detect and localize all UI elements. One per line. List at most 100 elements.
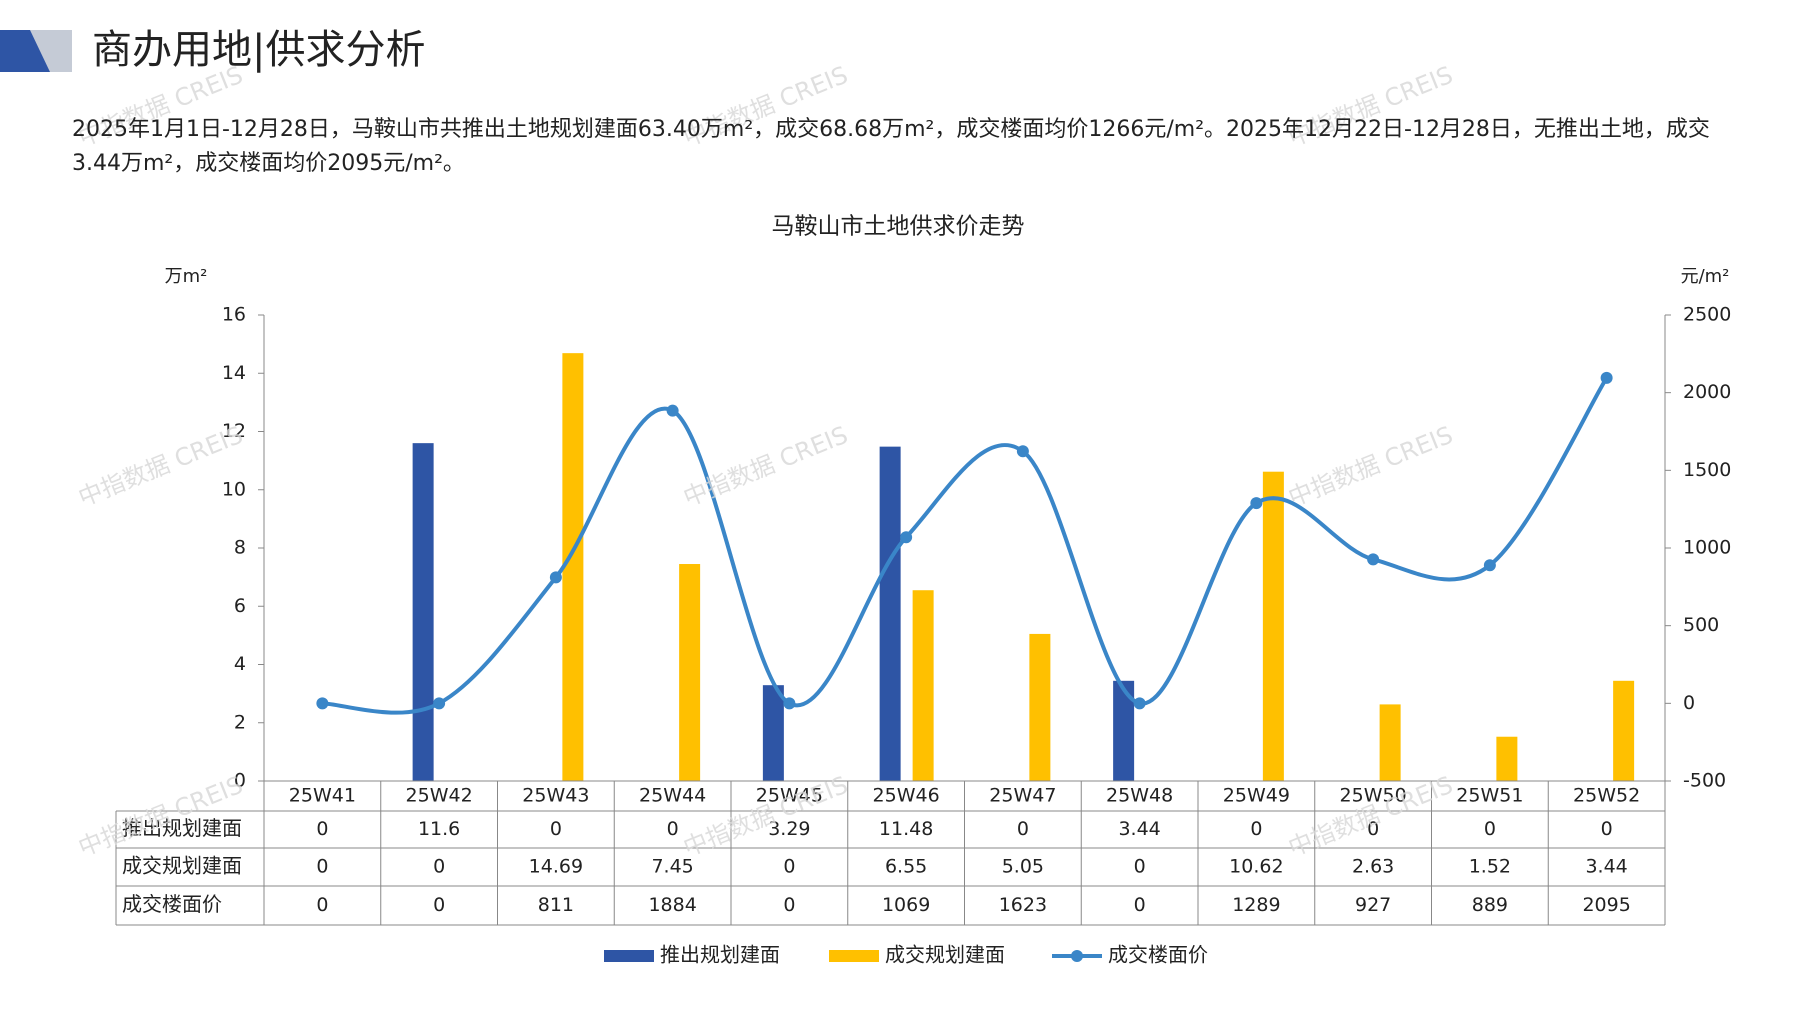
- legend-marker: [1071, 950, 1083, 962]
- table-cell: 1069: [882, 894, 930, 916]
- y2-tick-label: 500: [1683, 614, 1719, 636]
- y-tick-label: 12: [222, 420, 246, 442]
- x-tick-label: 25W47: [989, 785, 1056, 807]
- table-cell: 3.29: [768, 818, 810, 840]
- line-point: [1483, 559, 1496, 572]
- table-cell: 0: [1134, 894, 1146, 916]
- line-point: [900, 531, 913, 544]
- line: [322, 376, 1609, 715]
- watermark: 中指数据 CREIS: [1284, 421, 1456, 512]
- table-cell: 0: [1017, 818, 1029, 840]
- table-cell: 927: [1355, 894, 1391, 916]
- x-tick-label: 25W43: [522, 785, 589, 807]
- table-cell: 0: [550, 818, 562, 840]
- y-tick-label: 6: [234, 595, 246, 617]
- x-tick-label: 25W50: [1340, 785, 1407, 807]
- bar: [1379, 704, 1401, 781]
- table-cell: 0: [783, 894, 795, 916]
- table-cell: 5.05: [1002, 856, 1044, 878]
- table-cell: 6.55: [885, 856, 927, 878]
- table-cell: 811: [538, 894, 574, 916]
- x-tick-label: 25W46: [873, 785, 940, 807]
- page-title: 商办用地|供求分析: [92, 27, 425, 73]
- y-tick-label: 16: [222, 304, 246, 326]
- legend-swatch: [604, 950, 654, 962]
- line-point: [666, 404, 679, 417]
- table-cell: 14.69: [529, 856, 583, 878]
- table-cell: 1289: [1232, 894, 1280, 916]
- table-cell: 0: [1250, 818, 1262, 840]
- y2-tick-label: 1000: [1683, 537, 1731, 559]
- table-cell: 1.52: [1469, 856, 1511, 878]
- table-cell: 1884: [648, 894, 696, 916]
- line-point: [1250, 497, 1263, 510]
- bar: [912, 590, 934, 781]
- table-cell: 0: [1484, 818, 1496, 840]
- table-row-label: 成交规划建面: [122, 854, 242, 878]
- legend-label: 成交楼面价: [1108, 943, 1208, 967]
- bar: [412, 443, 434, 781]
- table-cell: 7.45: [651, 856, 693, 878]
- line-point: [1133, 697, 1146, 710]
- table-cell: 0: [433, 894, 445, 916]
- table-cell: 0: [316, 856, 328, 878]
- bar: [1496, 736, 1518, 781]
- table-cell: 11.48: [879, 818, 933, 840]
- x-tick-label: 25W51: [1456, 785, 1523, 807]
- table-cell: 2.63: [1352, 856, 1394, 878]
- bar: [1613, 680, 1635, 781]
- x-tick-label: 25W52: [1573, 785, 1640, 807]
- legend-label: 推出规划建面: [660, 943, 780, 967]
- bar: [879, 446, 901, 781]
- y2-axis-label: 元/m²: [1681, 266, 1730, 287]
- x-tick-label: 25W42: [406, 785, 473, 807]
- y-tick-label: 14: [222, 362, 246, 384]
- x-tick-label: 25W48: [1106, 785, 1173, 807]
- y2-tick-label: 2500: [1683, 304, 1731, 326]
- table-cell: 2095: [1582, 894, 1630, 916]
- line-point: [1016, 445, 1029, 458]
- y-tick-label: 8: [234, 537, 246, 559]
- y-tick-label: 4: [234, 653, 246, 675]
- line-point: [549, 571, 562, 584]
- x-tick-label: 25W49: [1223, 785, 1290, 807]
- y-axis-label: 万m²: [165, 266, 208, 287]
- bar: [562, 353, 584, 781]
- table-cell: 3.44: [1585, 856, 1627, 878]
- bar: [1029, 633, 1051, 781]
- bar: [679, 564, 701, 781]
- legend-swatch: [829, 950, 879, 962]
- line-point: [783, 697, 796, 710]
- bar: [1113, 680, 1135, 781]
- table-cell: 0: [1601, 818, 1613, 840]
- x-tick-label: 25W44: [639, 785, 706, 807]
- table-row-label: 推出规划建面: [122, 816, 242, 840]
- table-cell: 0: [667, 818, 679, 840]
- y2-tick-label: 1500: [1683, 459, 1731, 481]
- line-point: [316, 697, 329, 710]
- line-point: [1600, 371, 1613, 384]
- table-cell: 0: [316, 818, 328, 840]
- table-cell: 0: [783, 856, 795, 878]
- y-tick-label: 10: [222, 478, 246, 500]
- legend-label: 成交规划建面: [885, 943, 1005, 967]
- table-cell: 10.62: [1229, 856, 1283, 878]
- line-point: [1367, 553, 1380, 566]
- summary-paragraph: 2025年1月1日-12月28日，马鞍山市共推出土地规划建面63.40万m²，成…: [72, 117, 1710, 176]
- header-decoration: [30, 30, 72, 72]
- bar: [1262, 471, 1284, 781]
- x-tick-label: 25W41: [289, 785, 356, 807]
- y2-tick-label: 0: [1683, 692, 1695, 714]
- line-point: [433, 697, 446, 710]
- x-tick-label: 25W45: [756, 785, 823, 807]
- table-row-label: 成交楼面价: [122, 892, 222, 916]
- table-cell: 0: [1367, 818, 1379, 840]
- table-cell: 3.44: [1118, 818, 1160, 840]
- chart-title: 马鞍山市土地供求价走势: [772, 214, 1025, 240]
- table-cell: 0: [316, 894, 328, 916]
- table-cell: 889: [1472, 894, 1508, 916]
- bar: [762, 685, 784, 781]
- y2-tick-label: -500: [1683, 770, 1726, 792]
